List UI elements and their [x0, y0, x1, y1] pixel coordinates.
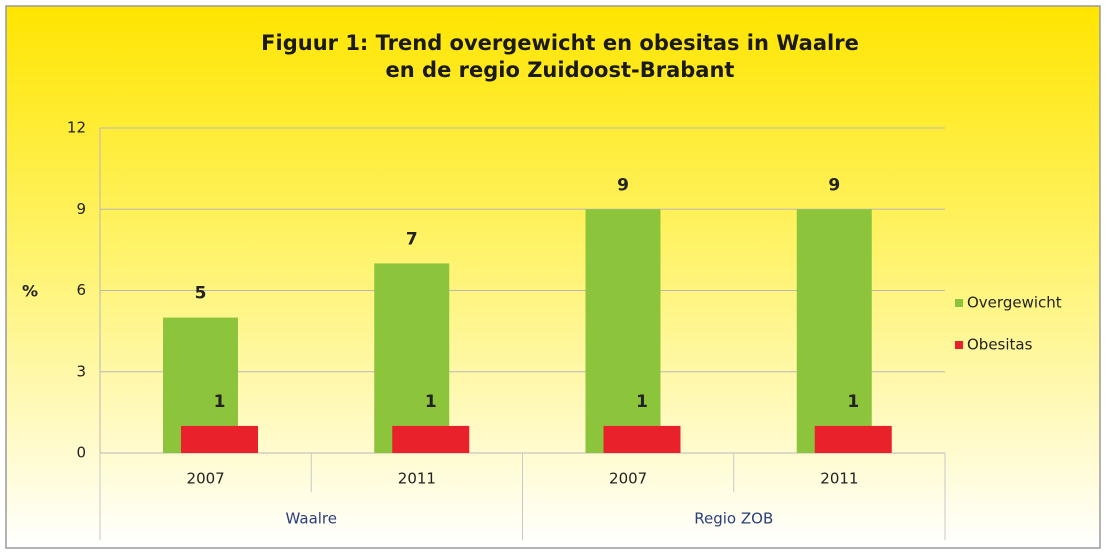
legend-swatch [955, 341, 963, 349]
bar [814, 425, 892, 453]
bar [374, 263, 450, 453]
group-label: Waalre [286, 510, 338, 528]
chart-title: en de regio Zuidoost-Brabant [386, 58, 735, 82]
legend-label: Overgewicht [967, 294, 1062, 312]
x-tick-label: 2007 [609, 470, 647, 488]
bar [796, 209, 872, 453]
data-label: 7 [406, 229, 418, 249]
y-tick-label: 6 [76, 281, 86, 299]
legend-swatch [955, 299, 963, 307]
data-label: 1 [636, 392, 648, 412]
data-label: 1 [847, 392, 859, 412]
y-tick-label: 3 [76, 362, 86, 380]
chart-title: Figuur 1: Trend overgewicht en obesitas … [261, 31, 859, 55]
y-tick-label: 9 [76, 200, 86, 218]
group-label: Regio ZOB [694, 510, 773, 528]
x-tick-label: 2011 [398, 470, 436, 488]
data-label: 9 [828, 175, 840, 195]
legend-label: Obesitas [967, 336, 1033, 354]
bar [181, 425, 258, 453]
chart-background [5, 5, 1101, 549]
bar [392, 425, 470, 453]
y-axis-label: % [22, 282, 38, 301]
y-tick-label: 0 [76, 444, 86, 462]
x-tick-label: 2011 [820, 470, 858, 488]
data-label: 1 [425, 392, 437, 412]
data-label: 5 [195, 284, 207, 304]
bar [585, 209, 661, 453]
y-tick-label: 12 [67, 119, 86, 137]
x-tick-label: 2007 [187, 470, 225, 488]
data-label: 9 [617, 175, 629, 195]
bar [603, 425, 681, 453]
data-label: 1 [214, 392, 226, 412]
